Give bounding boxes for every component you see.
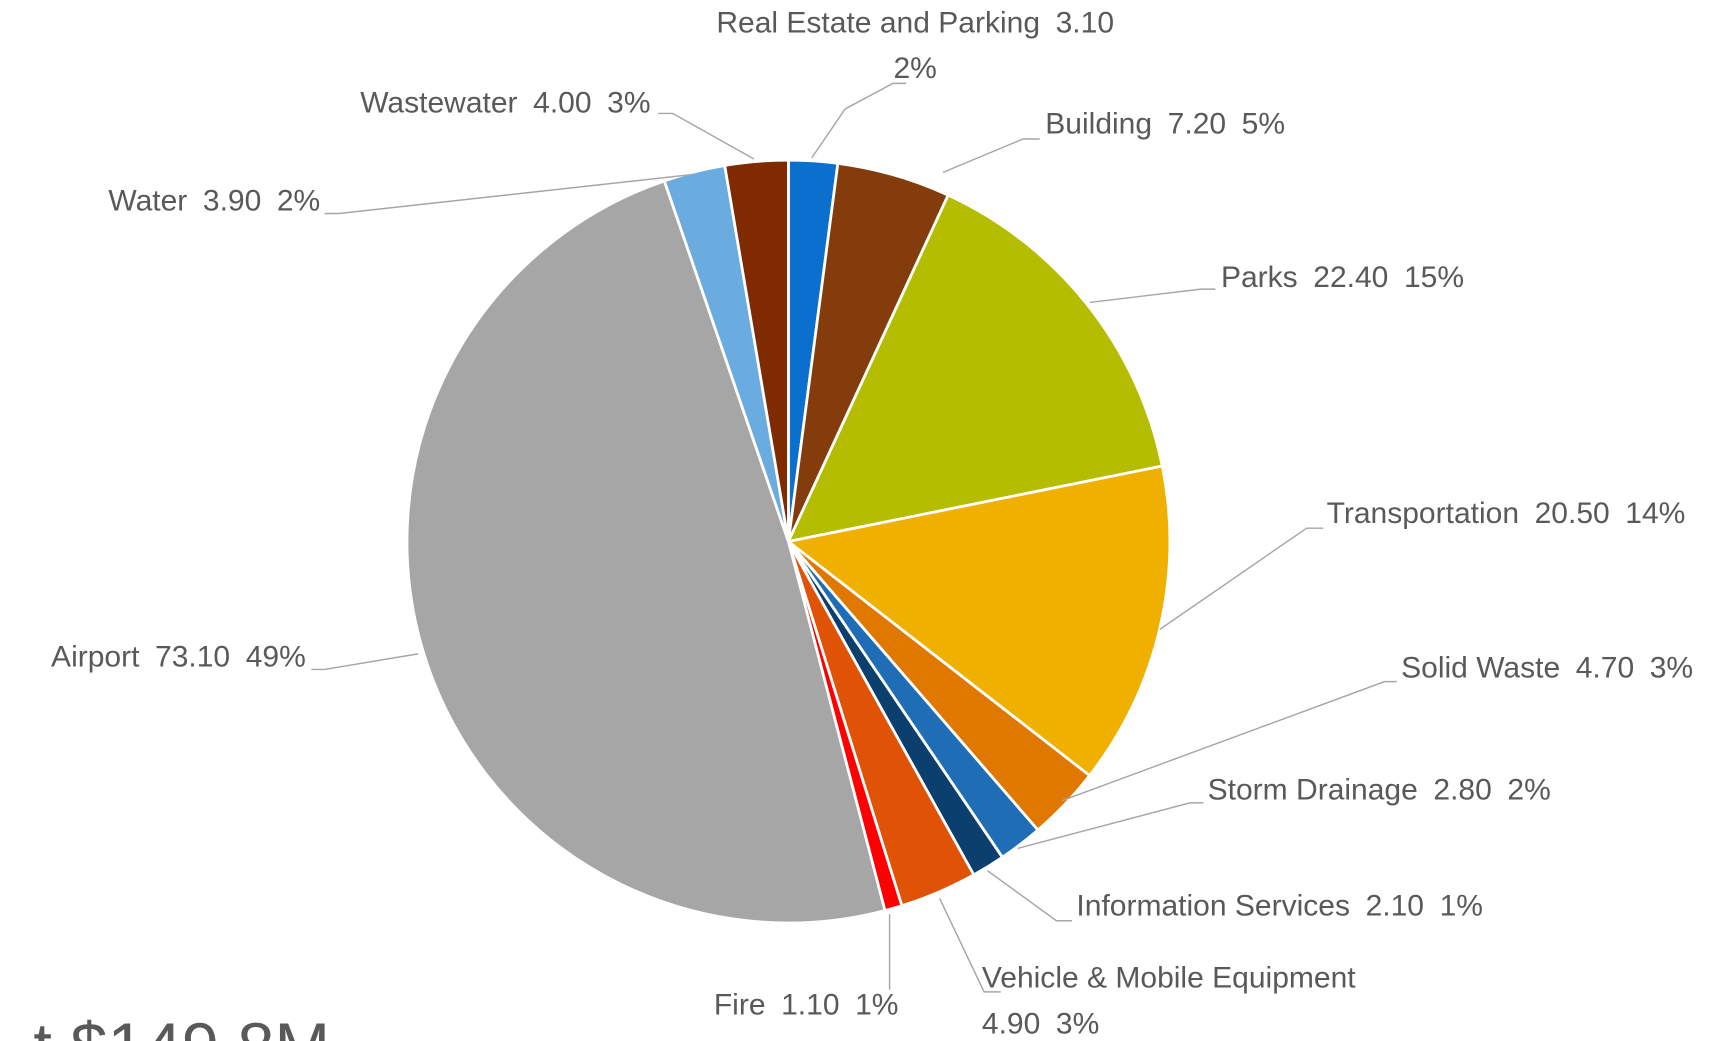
leader-line xyxy=(1089,288,1216,304)
label-part: 3% xyxy=(1056,1007,1099,1040)
label-part: 15% xyxy=(1404,261,1464,294)
label-part: 3% xyxy=(1650,651,1693,684)
data-label: Water 3.90 2% xyxy=(108,184,320,217)
label-part: 7.20 xyxy=(1168,108,1226,141)
leader-line xyxy=(942,138,1040,174)
data-label: Storm Drainage 2.80 2% xyxy=(1208,774,1551,807)
label-part: 1% xyxy=(1440,889,1483,922)
label-part: 5% xyxy=(1242,108,1285,141)
label-part: 4.00 xyxy=(533,86,591,119)
label-part: Parks xyxy=(1221,261,1298,294)
leader-line xyxy=(938,898,1001,993)
label-part: Water xyxy=(108,184,187,217)
data-label: Building 7.20 5% xyxy=(1045,108,1285,141)
label-part: 3% xyxy=(607,86,650,119)
label-part: 3.90 xyxy=(203,184,261,217)
label-part: 2.80 xyxy=(1433,774,1491,807)
data-label: Vehicle & Mobile Equipment 4.90 3% xyxy=(982,962,1356,1041)
label-part: 1.10 xyxy=(781,988,839,1021)
pie-slice xyxy=(723,158,790,542)
label-part: Wastewater xyxy=(360,86,517,119)
label-part: Fire xyxy=(714,988,766,1021)
data-label: Airport 73.10 49% xyxy=(51,640,306,673)
label-part: 2.10 xyxy=(1366,889,1424,922)
leader-line xyxy=(1061,680,1397,802)
label-part: 73.10 xyxy=(155,640,230,673)
label-part: Information Services xyxy=(1076,889,1350,922)
data-label: Wastewater 4.00 3% xyxy=(360,86,650,119)
label-part: 4.70 xyxy=(1576,651,1634,684)
data-label: Transportation 20.50 14% xyxy=(1327,497,1686,530)
pie-slice xyxy=(405,179,887,925)
leader-line xyxy=(311,653,419,671)
label-part: 1% xyxy=(855,988,898,1021)
label-part: 2% xyxy=(893,52,936,85)
label-part: 20.50 xyxy=(1535,497,1610,530)
leader-line xyxy=(1159,527,1324,630)
data-label: Real Estate and Parking 3.10 2% xyxy=(716,6,1114,85)
total-annotation: t $149.8M xyxy=(33,1011,330,1041)
label-part: Storm Drainage xyxy=(1208,774,1418,807)
label-part: 2% xyxy=(277,184,320,217)
plot: t $149.8M Real Estate and Parking 3.10 2% B… xyxy=(33,6,1693,1041)
pie-slice xyxy=(785,193,1164,544)
data-label: Information Services 2.10 1% xyxy=(1076,889,1483,922)
leader-line xyxy=(324,173,692,215)
label-part: Vehicle & Mobile Equipment xyxy=(982,962,1356,995)
data-label: Solid Waste 4.70 3% xyxy=(1401,651,1693,684)
leader-line xyxy=(1017,802,1204,850)
label-part: Real Estate and Parking xyxy=(716,6,1040,39)
label-part: 49% xyxy=(246,640,306,673)
label-part: Airport xyxy=(51,640,140,673)
label-part: Solid Waste xyxy=(1401,651,1560,684)
label-part: 22.40 xyxy=(1313,261,1388,294)
label-part: Transportation xyxy=(1327,497,1519,530)
leader-line xyxy=(811,82,907,159)
label-part: Building xyxy=(1045,108,1152,141)
label-part: 3.10 xyxy=(1056,6,1114,39)
label-part: 4.90 xyxy=(982,1007,1040,1040)
label-part: 14% xyxy=(1625,497,1685,530)
leader-line xyxy=(987,870,1072,922)
leader-line xyxy=(658,112,755,160)
label-part: 2% xyxy=(1507,774,1550,807)
data-label: Parks 22.40 15% xyxy=(1221,261,1464,294)
data-label: Fire 1.10 1% xyxy=(714,988,899,1021)
